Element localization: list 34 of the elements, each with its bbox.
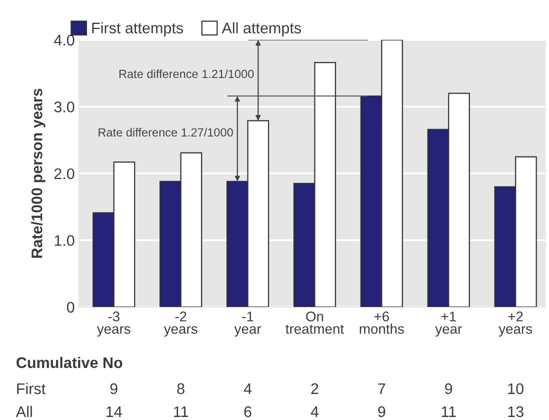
- x-tick-label: On treatment: [286, 312, 344, 334]
- y-tick-label: 2.0: [54, 168, 74, 180]
- text: 13: [508, 406, 524, 418]
- text: 9: [378, 406, 386, 418]
- text: 10: [508, 383, 524, 394]
- annotation: Rate difference 1.27/1000: [98, 128, 233, 137]
- text: First: [17, 382, 46, 394]
- y-tick-label: 1.0: [54, 235, 74, 246]
- text: 14: [106, 406, 122, 417]
- y-tick-label: 0: [66, 302, 74, 313]
- legend-label: First attempts: [92, 22, 184, 36]
- x-tick-label: +2 years: [498, 312, 532, 337]
- legend-label: All attempts: [222, 22, 302, 36]
- text: 4: [244, 383, 252, 394]
- y-tick-label: 3.0: [54, 102, 74, 112]
- x-tick-label: -1 year: [234, 312, 262, 337]
- text: 4: [310, 406, 319, 417]
- y-axis-title: Rate/1000 person years: [31, 88, 46, 258]
- annotation: Rate difference 1.21/1000: [119, 69, 254, 78]
- text: 11: [174, 406, 188, 417]
- text: All: [16, 406, 32, 417]
- text: 6: [244, 406, 252, 418]
- y-tick-label: 4.0: [54, 34, 74, 46]
- text: 11: [442, 406, 456, 417]
- x-tick-label: -2 years: [164, 312, 198, 337]
- text: 9: [110, 383, 118, 394]
- text: 2: [311, 383, 318, 394]
- x-tick-label: -3 years: [96, 312, 130, 337]
- text: 7: [378, 383, 386, 394]
- text: 9: [445, 383, 452, 394]
- x-tick-label: +1 year: [435, 312, 462, 337]
- text: Cumulative No: [16, 356, 122, 368]
- text: 8: [177, 383, 184, 394]
- x-tick-label: +6 months: [360, 312, 404, 334]
